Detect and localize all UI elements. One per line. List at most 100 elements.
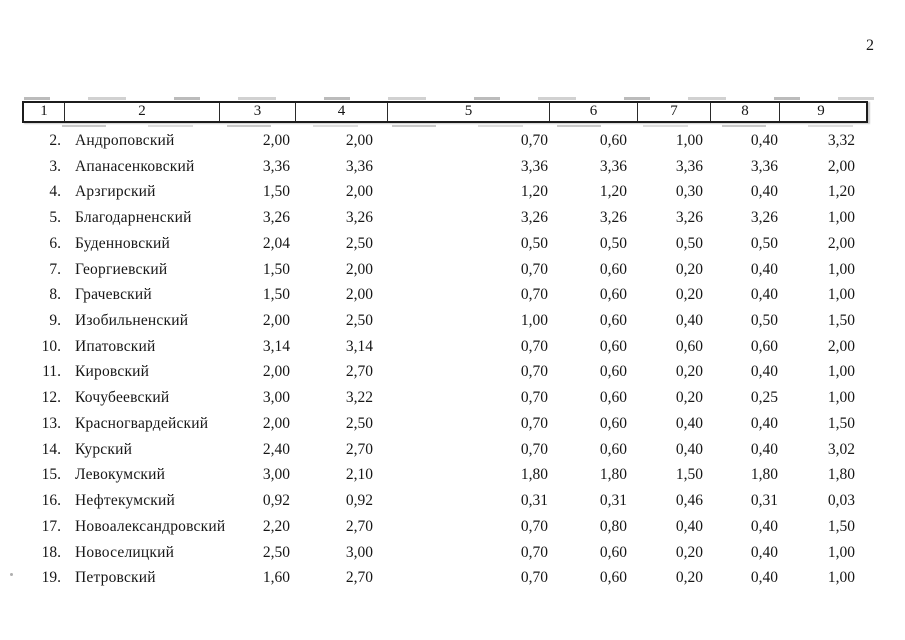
value-cell: 0,03: [827, 492, 855, 510]
header-cell-5: 5: [388, 103, 550, 121]
value-cell: 0,40: [675, 517, 703, 535]
value-cell: 1,50: [827, 517, 855, 535]
value-cell: 1,80: [520, 466, 548, 484]
value-cell: 0,40: [675, 312, 703, 330]
value-cell: 2,00: [345, 286, 373, 304]
value-cell: 1,00: [675, 132, 703, 149]
value-cell: 3,36: [345, 157, 373, 175]
value-cell: 0,20: [675, 363, 703, 381]
table-row: 8. Грачевский 1,50 2,00 0,70 0,60 0,20 0…: [22, 282, 868, 308]
value-cell: 2,50: [345, 414, 373, 432]
header-cell-9: 9: [817, 103, 825, 119]
value-cell: 0,30: [675, 183, 703, 201]
row-number: 6.: [49, 234, 61, 252]
table-row: 15. Левокумский 3,00 2,10 1,80 1,80 1,50…: [22, 462, 868, 488]
row-number: 19.: [41, 569, 61, 587]
row-number: 8.: [49, 286, 61, 304]
value-cell: 1,60: [262, 569, 290, 587]
table-row: 7. Георгиевский 1,50 2,00 0,70 0,60 0,20…: [22, 257, 868, 283]
value-cell: 2,50: [262, 543, 290, 561]
table-row: 18. Новоселицкий 2,50 3,00 0,70 0,60 0,2…: [22, 540, 868, 566]
table-row: 10. Ипатовский 3,14 3,14 0,70 0,60 0,60 …: [22, 334, 868, 360]
row-number: 15.: [41, 466, 61, 484]
value-cell: 0,60: [599, 286, 627, 304]
value-cell: 2,00: [827, 157, 855, 175]
table-row: 3. Апанасенковский 3,36 3,36 3,36 3,36 3…: [22, 154, 868, 180]
value-cell: 1,50: [262, 183, 290, 201]
value-cell: 0,92: [345, 492, 373, 510]
data-table: 1 2 3 4 5 6 7 8 9 2. Андроповский 2,00 2…: [22, 97, 874, 591]
value-cell: 0,60: [599, 414, 627, 432]
row-number: 3.: [49, 157, 61, 175]
value-cell: 0,40: [750, 286, 778, 304]
district-name: Изобильненский: [75, 312, 189, 330]
table-row: 17. Новоалександровский 2,20 2,70 0,70 0…: [22, 514, 868, 540]
value-cell: 2,00: [262, 414, 290, 432]
value-cell: 0,70: [520, 517, 548, 535]
value-cell: 3,26: [750, 209, 778, 227]
value-cell: 0,40: [750, 183, 778, 201]
district-name: Благодарненский: [75, 209, 192, 227]
value-cell: 0,80: [599, 517, 627, 535]
district-name: Грачевский: [75, 286, 152, 304]
value-cell: 1,00: [827, 286, 855, 304]
value-cell: 0,70: [520, 286, 548, 304]
value-cell: 2,40: [262, 440, 290, 458]
value-cell: 0,50: [520, 234, 548, 252]
value-cell: 0,31: [520, 492, 548, 510]
value-cell: 3,22: [345, 389, 373, 407]
district-name: Кировский: [75, 363, 150, 381]
value-cell: 0,20: [675, 260, 703, 278]
value-cell: 2,00: [827, 337, 855, 355]
value-cell: 2,20: [262, 517, 290, 535]
header-cell-8: 8: [711, 103, 780, 121]
value-cell: 3,26: [599, 209, 627, 227]
value-cell: 2,00: [262, 312, 290, 330]
value-cell: 1,50: [262, 286, 290, 304]
value-cell: 0,60: [599, 132, 627, 149]
value-cell: 3,36: [675, 157, 703, 175]
value-cell: 0,40: [750, 440, 778, 458]
value-cell: 0,70: [520, 363, 548, 381]
value-cell: 0,60: [599, 440, 627, 458]
table-header-row: 1 2 3 4 5 6 7 8 9: [22, 101, 868, 123]
row-number: 7.: [49, 260, 61, 278]
header-cell-1: 1: [24, 103, 65, 121]
value-cell: 3,26: [345, 209, 373, 227]
value-cell: 1,00: [827, 260, 855, 278]
value-cell: 0,20: [675, 389, 703, 407]
value-cell: 3,02: [827, 440, 855, 458]
district-name: Петровский: [75, 569, 156, 587]
district-name: Андроповский: [75, 132, 175, 149]
district-name: Георгиевский: [75, 260, 168, 278]
value-cell: 0,25: [750, 389, 778, 407]
table-body: 2. Андроповский 2,00 2,00 0,70 0,60 1,00…: [22, 128, 868, 591]
district-name: Курский: [75, 440, 133, 458]
value-cell: 3,14: [345, 337, 373, 355]
value-cell: 1,20: [599, 183, 627, 201]
row-number: 11.: [42, 363, 61, 381]
value-cell: 2,00: [262, 132, 290, 149]
value-cell: 0,40: [750, 260, 778, 278]
value-cell: 0,60: [599, 312, 627, 330]
value-cell: 0,31: [599, 492, 627, 510]
row-number: 12.: [41, 389, 61, 407]
value-cell: 1,50: [675, 466, 703, 484]
table-row: 2. Андроповский 2,00 2,00 0,70 0,60 1,00…: [22, 128, 868, 154]
value-cell: 0,50: [750, 312, 778, 330]
value-cell: 0,20: [675, 543, 703, 561]
row-number: 10.: [41, 337, 61, 355]
district-name: Буденновский: [75, 234, 171, 252]
table-row: 16. Нефтекумский 0,92 0,92 0,31 0,31 0,4…: [22, 488, 868, 514]
value-cell: 0,70: [520, 440, 548, 458]
value-cell: 0,40: [750, 543, 778, 561]
value-cell: 3,32: [827, 132, 855, 149]
value-cell: 2,70: [345, 440, 373, 458]
value-cell: 0,70: [520, 389, 548, 407]
value-cell: 2,70: [345, 569, 373, 587]
value-cell: 2,70: [345, 363, 373, 381]
value-cell: 1,20: [520, 183, 548, 201]
value-cell: 2,10: [345, 466, 373, 484]
header-cell-3: 3: [220, 103, 296, 121]
